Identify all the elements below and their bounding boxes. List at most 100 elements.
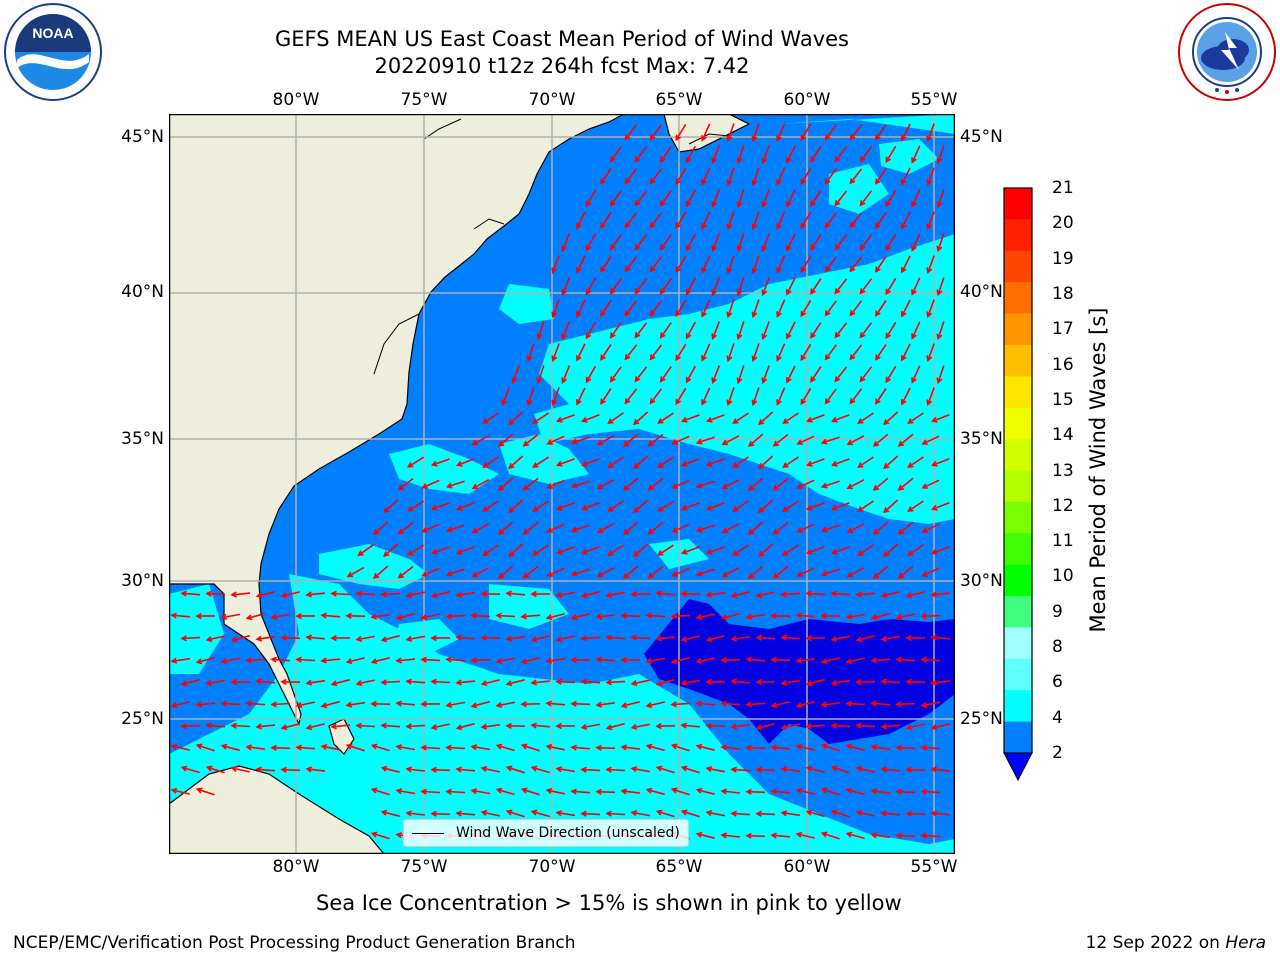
wave-direction-arrow bbox=[730, 591, 750, 599]
wave-direction-arrow bbox=[345, 657, 365, 665]
wave-direction-arrow bbox=[680, 809, 700, 818]
wave-direction-arrow bbox=[695, 613, 715, 621]
wave-direction-arrow bbox=[720, 832, 740, 839]
wave-direction-arrow bbox=[921, 435, 940, 445]
wave-direction-arrow bbox=[600, 168, 612, 185]
wave-direction-arrow bbox=[520, 656, 540, 665]
wave-direction-arrow bbox=[705, 722, 726, 729]
wave-direction-arrow bbox=[796, 435, 815, 445]
wave-direction-arrow bbox=[645, 701, 665, 709]
wave-direction-arrow bbox=[901, 343, 911, 362]
wind-wave-arrows bbox=[170, 123, 951, 840]
wave-direction-arrow bbox=[497, 477, 514, 492]
wave-direction-arrow bbox=[622, 433, 639, 448]
wave-direction-arrow bbox=[736, 365, 745, 385]
wave-direction-arrow bbox=[581, 546, 600, 555]
colorbar-tick-label: 4 bbox=[1052, 707, 1063, 728]
wave-direction-arrow bbox=[726, 387, 735, 407]
wave-direction-arrow bbox=[600, 300, 612, 317]
wave-direction-arrow bbox=[711, 321, 721, 340]
wave-direction-arrow bbox=[370, 743, 390, 752]
wave-direction-arrow bbox=[721, 479, 740, 490]
wave-direction-arrow bbox=[872, 565, 889, 579]
wave-direction-arrow bbox=[482, 412, 499, 425]
wave-direction-arrow bbox=[770, 612, 791, 620]
wave-direction-arrow bbox=[546, 567, 565, 577]
wave-direction-arrow bbox=[911, 145, 921, 164]
wave-direction-arrow bbox=[295, 701, 315, 709]
wave-direction-arrow bbox=[796, 567, 815, 577]
wave-direction-arrow bbox=[551, 387, 560, 407]
wave-direction-arrow bbox=[895, 832, 916, 839]
wave-direction-arrow bbox=[530, 765, 550, 774]
wave-direction-arrow bbox=[720, 700, 741, 707]
wave-direction-arrow bbox=[630, 723, 650, 730]
wave-direction-arrow bbox=[555, 546, 575, 555]
wave-direction-arrow bbox=[655, 765, 675, 774]
wave-direction-arrow bbox=[570, 524, 590, 533]
wave-direction-arrow bbox=[501, 387, 511, 406]
wave-direction-arrow bbox=[585, 277, 597, 296]
wave-direction-arrow bbox=[649, 124, 663, 141]
wave-direction-arrow bbox=[633, 499, 649, 514]
wave-direction-arrow bbox=[655, 590, 676, 597]
wave-direction-arrow bbox=[255, 635, 276, 642]
wave-direction-arrow bbox=[634, 278, 648, 295]
wave-direction-arrow bbox=[705, 678, 726, 686]
wave-direction-arrow bbox=[633, 455, 649, 470]
wave-direction-arrow bbox=[875, 344, 887, 361]
wave-direction-arrow bbox=[680, 722, 701, 729]
wave-direction-arrow bbox=[730, 810, 751, 817]
colorbar-tick-label: 8 bbox=[1052, 637, 1063, 658]
wave-direction-arrow bbox=[857, 456, 874, 468]
wave-direction-arrow bbox=[605, 591, 625, 598]
wave-direction-arrow bbox=[907, 544, 924, 556]
wave-direction-arrow bbox=[911, 233, 921, 252]
wave-direction-arrow bbox=[561, 277, 571, 296]
lat-label-left: 25°N bbox=[121, 709, 164, 729]
wave-direction-arrow bbox=[420, 744, 441, 751]
colorbar-tick-label: 13 bbox=[1052, 460, 1074, 481]
wave-direction-arrow bbox=[675, 255, 687, 274]
wave-direction-arrow bbox=[395, 744, 416, 751]
wave-direction-arrow bbox=[545, 613, 565, 621]
wave-direction-arrow bbox=[758, 411, 774, 426]
wave-direction-arrow bbox=[920, 656, 941, 663]
wave-direction-arrow bbox=[600, 212, 612, 229]
wave-direction-arrow bbox=[880, 591, 900, 599]
wave-direction-arrow bbox=[622, 521, 639, 536]
wave-direction-arrow bbox=[430, 678, 451, 685]
wave-direction-arrow bbox=[870, 612, 890, 621]
wave-direction-arrow bbox=[885, 321, 897, 340]
lat-label-left: 35°N bbox=[121, 429, 164, 449]
wave-direction-arrow bbox=[655, 723, 676, 730]
wave-direction-arrow bbox=[580, 723, 601, 730]
wave-direction-arrow bbox=[751, 167, 760, 187]
wave-direction-arrow bbox=[607, 456, 624, 469]
wave-direction-arrow bbox=[505, 809, 525, 818]
wave-direction-arrow bbox=[305, 766, 325, 773]
wave-direction-arrow bbox=[885, 145, 897, 164]
wave-direction-arrow bbox=[330, 723, 351, 730]
wave-direction-arrow bbox=[600, 344, 612, 361]
wave-direction-arrow bbox=[655, 809, 675, 818]
wave-direction-arrow bbox=[834, 234, 848, 251]
wave-direction-arrow bbox=[800, 167, 812, 186]
wave-direction-arrow bbox=[456, 546, 475, 555]
wave-direction-arrow bbox=[305, 723, 325, 731]
chart-title: GEFS MEAN US East Coast Mean Period of W… bbox=[275, 27, 849, 51]
wave-direction-arrow bbox=[445, 656, 466, 663]
wave-direction-arrow bbox=[624, 212, 638, 229]
wave-direction-arrow bbox=[230, 591, 251, 598]
wave-direction-arrow bbox=[776, 387, 786, 406]
wave-direction-arrow bbox=[780, 810, 801, 817]
wave-direction-arrow bbox=[875, 300, 887, 317]
wave-direction-arrow bbox=[555, 635, 575, 643]
wave-direction-arrow bbox=[495, 701, 515, 708]
wave-direction-arrow bbox=[505, 679, 525, 687]
wave-direction-arrow bbox=[685, 233, 697, 252]
wave-direction-arrow bbox=[926, 299, 935, 318]
wave-direction-arrow bbox=[380, 679, 401, 686]
wave-direction-arrow bbox=[330, 678, 350, 687]
wave-direction-arrow bbox=[508, 543, 524, 558]
